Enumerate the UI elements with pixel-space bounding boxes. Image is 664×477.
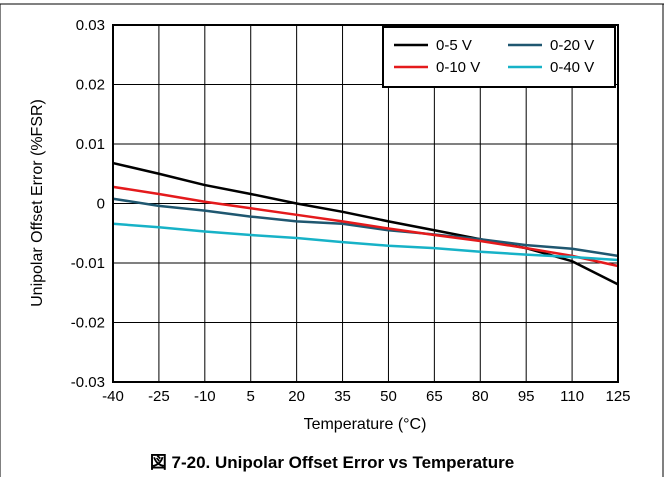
x-tick-label: 125 — [605, 388, 630, 405]
x-tick-label: 65 — [426, 388, 443, 405]
legend-label: 0-5 V — [436, 37, 472, 54]
series-line-0-10v — [112, 185, 619, 268]
series-line-0-20v — [112, 197, 619, 258]
y-tick-label: -0.01 — [71, 255, 105, 272]
series-line-0-40v — [112, 222, 619, 262]
plot-area-border — [112, 24, 619, 383]
x-tick-label: 80 — [472, 388, 489, 405]
y-tick-label: 0.03 — [76, 17, 105, 34]
legend-label: 0-10 V — [436, 59, 480, 76]
y-tick-label: -0.03 — [71, 374, 105, 391]
legend-label: 0-20 V — [550, 37, 594, 54]
legend: 0-5 V 0-20 V 0-10 V 0-40 V — [382, 26, 616, 88]
legend-box — [382, 26, 616, 88]
y-tick-label: 0.02 — [76, 77, 105, 94]
y-tick-label: -0.02 — [71, 315, 105, 332]
x-tick-label: 95 — [518, 388, 535, 405]
x-tick-label: 5 — [247, 388, 255, 405]
x-tick-label: 50 — [380, 388, 397, 405]
x-tick-label: -10 — [194, 388, 216, 405]
x-tick-label: -40 — [102, 388, 124, 405]
y-axis-label: Unipolar Offset Error (%FSR) — [29, 99, 46, 307]
y-tick-label: 0 — [97, 196, 105, 213]
series-lines — [112, 161, 619, 286]
x-tick-label: 20 — [288, 388, 305, 405]
figure-caption: 図 7-20. Unipolar Offset Error vs Tempera… — [149, 453, 515, 472]
x-tick-label: 35 — [334, 388, 351, 405]
legend-label: 0-40 V — [550, 59, 594, 76]
x-tick-label: 110 — [560, 388, 584, 405]
x-tick-labels: -40 -25 -10 5 20 35 50 65 80 95 110 125 — [102, 388, 630, 405]
x-tick-label: -25 — [148, 388, 170, 405]
y-tick-labels: 0.03 0.02 0.01 0 -0.01 -0.02 -0.03 — [71, 17, 105, 391]
x-axis-label: Temperature (°C) — [304, 416, 427, 433]
y-tick-label: 0.01 — [76, 136, 105, 153]
